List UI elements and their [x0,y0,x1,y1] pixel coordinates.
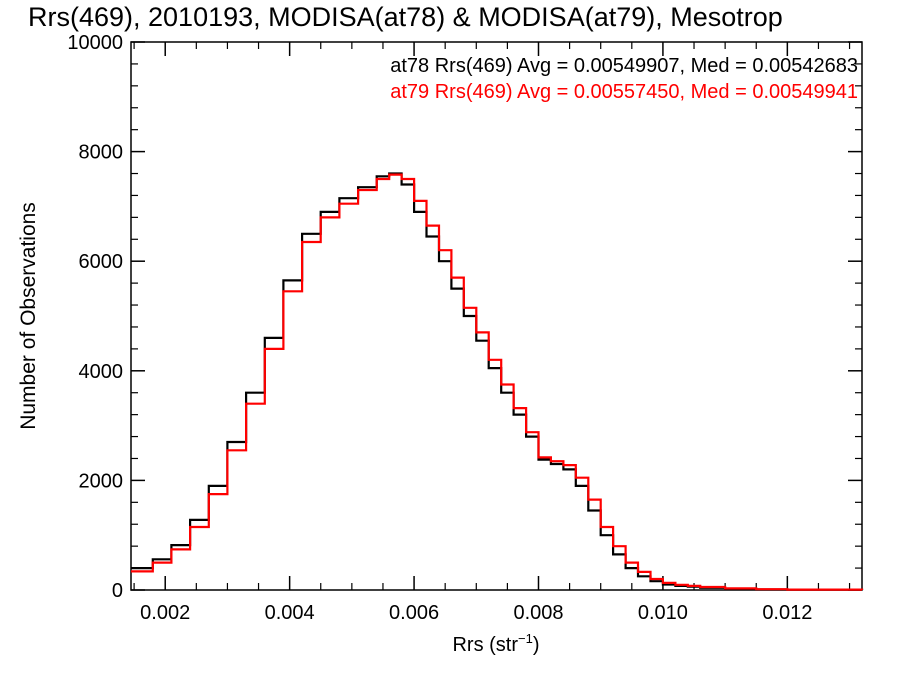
y-tick-label: 4000 [79,361,124,383]
y-tick-label: 6000 [79,251,124,273]
y-tick-label: 8000 [79,142,124,164]
x-tick-label: 0.006 [389,602,439,624]
x-tick-label: 0.008 [513,602,563,624]
y-tick-label: 10000 [67,32,123,54]
y-axis-ticks: 0 2000 4000 6000 8000 10000 [67,32,862,602]
stats-annotation-at78: at78 Rrs(469) Avg = 0.00549907, Med = 0.… [390,55,858,77]
x-tick-label: 0.010 [638,602,688,624]
x-axis-label-close: ) [533,634,540,656]
plot-frame [130,41,863,591]
x-tick-label: 0.002 [140,602,190,624]
x-axis-label-superscript: −1 [518,631,533,646]
x-tick-label: 0.012 [762,602,812,624]
y-axis-label: Number of Observations [17,202,40,430]
x-axis-label: Rrs (str−1) [452,631,539,656]
series-line-1 [131,173,864,591]
y-tick-label: 0 [112,580,123,602]
chart-title: Rrs(469), 2010193, MODISA(at78) & MODISA… [28,2,783,32]
series-line-0 [131,172,864,591]
x-axis-label-main: Rrs (str [452,634,518,656]
x-axis-ticks: 0.002 0.004 0.006 0.008 0.010 0.012 [133,42,851,624]
x-tick-label: 0.004 [265,602,315,624]
stats-annotation-at79: at79 Rrs(469) Avg = 0.00557450, Med = 0.… [390,81,858,103]
series-0 [130,172,864,591]
y-tick-label: 2000 [79,470,124,492]
series-layer [130,172,864,591]
series-1 [130,173,864,591]
